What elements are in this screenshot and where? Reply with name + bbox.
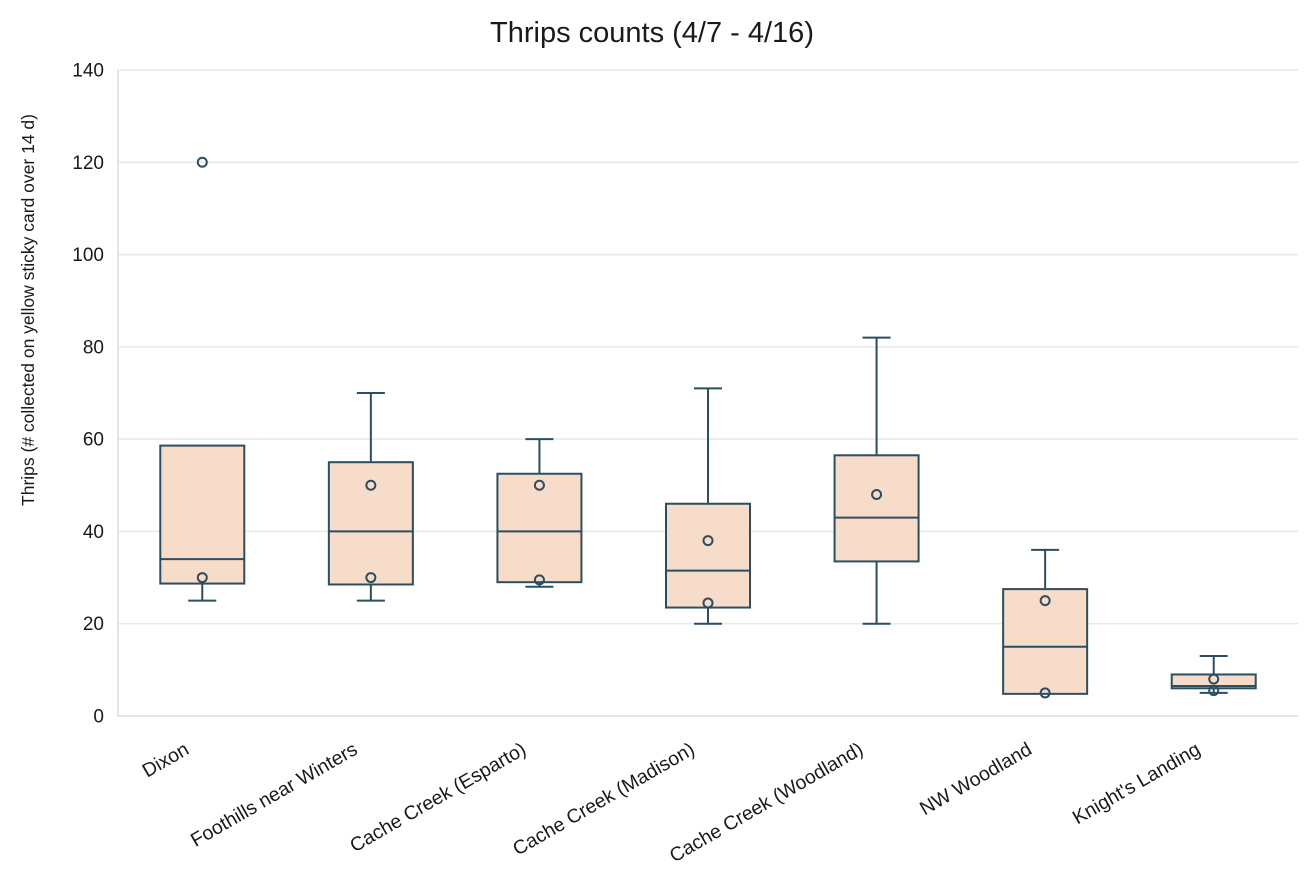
boxplot-nw-woodland	[1002, 548, 1089, 699]
chart-title: Thrips counts (4/7 - 4/16)	[490, 17, 814, 49]
data-point	[702, 597, 714, 609]
boxplot-knight-s-landing	[1170, 655, 1257, 697]
x-tick-label: Cache Creek (Madison)	[509, 738, 698, 860]
x-tick-label: Knight's Landing	[1069, 738, 1204, 829]
boxplots	[159, 156, 1257, 699]
data-point	[1039, 595, 1051, 607]
y-tick-label: 80	[83, 337, 104, 358]
x-tick-label: Cache Creek (Esparto)	[346, 738, 530, 857]
x-tick-label: Dixon	[139, 738, 193, 782]
iqr-box	[833, 454, 920, 563]
gridlines: 0 20 40 60 80 100 120 140	[72, 61, 1298, 728]
data-point	[871, 489, 883, 501]
data-point	[702, 535, 714, 547]
y-tick-label: 120	[72, 153, 104, 174]
data-point	[365, 479, 377, 491]
outlier-point	[196, 156, 208, 168]
x-tick-label: Foothills near Winters	[187, 738, 362, 851]
data-point	[1208, 685, 1220, 697]
iqr-box	[496, 472, 583, 584]
data-point	[533, 574, 545, 586]
boxplot-dixon	[159, 156, 246, 602]
iqr-box	[665, 502, 751, 609]
data-point	[533, 479, 545, 491]
data-point	[365, 572, 377, 584]
y-tick-label: 40	[83, 522, 104, 543]
iqr-box	[327, 461, 414, 586]
y-tick-label: 100	[72, 245, 104, 266]
boxplot-cache-creek-woodland	[833, 336, 920, 625]
y-axis-label: Thrips (# collected on yellow sticky car…	[18, 114, 38, 506]
data-point	[1039, 687, 1051, 699]
data-point	[196, 572, 208, 584]
boxplot-cache-creek-esparto	[496, 438, 583, 588]
axes	[117, 70, 1298, 717]
boxplot-cache-creek-madison	[665, 387, 751, 625]
iqr-box	[1002, 588, 1089, 695]
data-point	[1208, 673, 1220, 685]
y-tick-label: 20	[83, 614, 104, 635]
iqr-box	[159, 444, 246, 585]
y-tick-label: 140	[72, 61, 104, 82]
y-tick-label: 60	[83, 430, 104, 451]
boxplot-foothills-near-winters	[327, 392, 414, 602]
y-tick-label: 0	[93, 707, 104, 728]
x-tick-label: NW Woodland	[916, 738, 1036, 820]
